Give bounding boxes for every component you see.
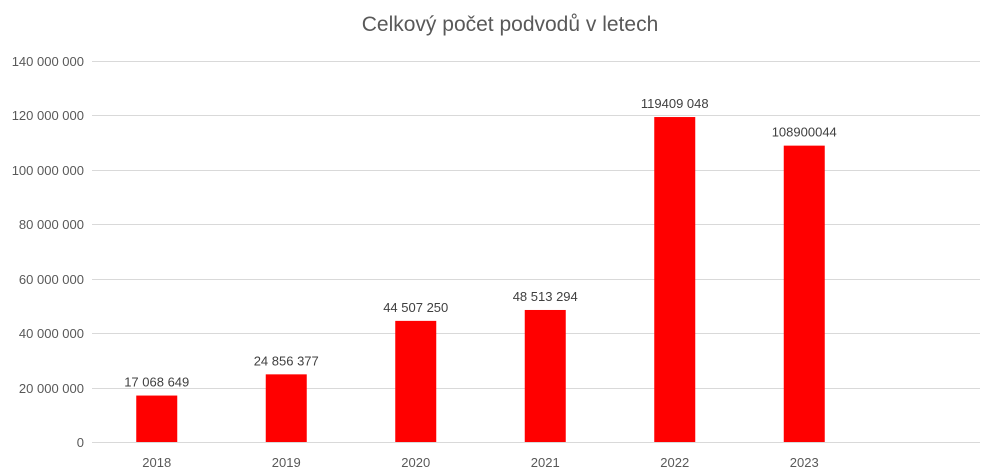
x-tick-label-2018: 2018 (142, 455, 171, 470)
y-tick-label: 60 000 000 (19, 272, 84, 287)
chart-title: Celkový počet podvodů v letech (362, 13, 659, 36)
bar-2020 (395, 320, 437, 442)
bar-2018 (136, 395, 178, 442)
y-tick-label: 120 000 000 (12, 108, 84, 123)
y-tick-label: 0 (77, 435, 84, 450)
y-tick-label: 80 000 000 (19, 217, 84, 232)
y-tick-label: 20 000 000 (19, 381, 84, 396)
data-label-2018: 17 068 649 (124, 375, 189, 390)
y-axis-tick-labels: 0 20 000 000 40 000 000 60 000 000 80 000 00… (12, 54, 84, 450)
x-tick-label-2022: 2022 (660, 455, 689, 470)
bar-2022 (654, 117, 696, 442)
x-tick-label-2019: 2019 (272, 455, 301, 470)
data-label-2019: 24 856 377 (254, 353, 319, 368)
bar-2023 (783, 145, 825, 443)
bar-2021 (524, 309, 566, 442)
data-label-2022: 119409 048 (641, 96, 709, 111)
bars (136, 117, 825, 443)
data-label-2021: 48 513 294 (513, 289, 578, 304)
data-label-2020: 44 507 250 (383, 300, 448, 315)
data-labels: 17 068 649 24 856 377 44 507 250 48 513 294… (124, 96, 837, 390)
x-tick-label-2021: 2021 (531, 455, 560, 470)
x-tick-label-2023: 2023 (790, 455, 819, 470)
data-label-2023: 108900044 (772, 125, 837, 140)
y-tick-label: 40 000 000 (19, 326, 84, 341)
y-tick-label: 100 000 000 (12, 163, 84, 178)
x-tick-label-2020: 2020 (401, 455, 430, 470)
bar-2019 (265, 374, 307, 442)
x-axis-tick-labels: 2018 2019 2020 2021 2022 2023 (142, 455, 818, 470)
y-tick-label: 140 000 000 (12, 54, 84, 69)
